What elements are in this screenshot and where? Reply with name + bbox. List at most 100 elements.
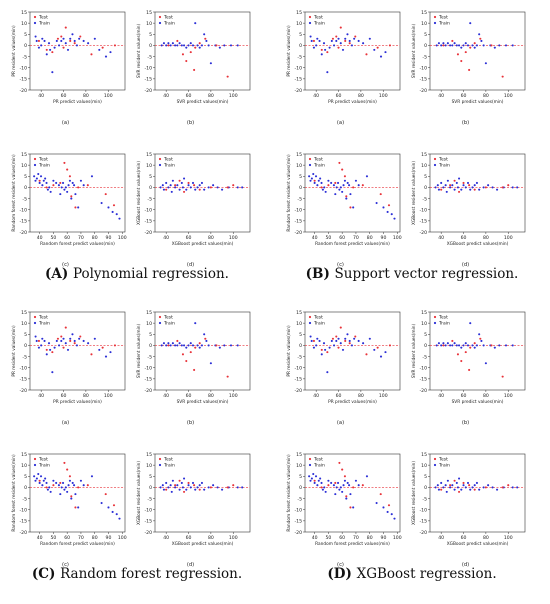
data-point-test: [348, 42, 351, 45]
data-point-train: [174, 344, 177, 347]
data-point-train: [196, 44, 199, 47]
x-axis-label: SVR predict values(min): [177, 399, 229, 405]
y-tick-label: 0: [299, 43, 302, 49]
data-point-train: [107, 206, 110, 209]
y-tick-label: -20: [19, 530, 27, 536]
data-point-train: [317, 179, 320, 182]
legend-label-train: Train: [163, 463, 175, 469]
data-point-test: [479, 37, 482, 40]
x-axis-label: PR predict values(min): [53, 99, 102, 105]
data-point-train: [344, 337, 347, 340]
x-tick-label: 100: [118, 535, 127, 541]
data-point-train: [375, 201, 378, 205]
data-point-train: [68, 479, 71, 482]
data-point-train: [189, 342, 192, 345]
data-point-train: [469, 22, 472, 25]
data-point-test: [361, 484, 364, 487]
data-point-train: [471, 44, 474, 47]
x-tick-label: 100: [229, 393, 238, 399]
data-point-train: [41, 337, 44, 340]
data-point-train: [78, 37, 81, 40]
data-point-train: [365, 175, 369, 178]
data-point-train: [440, 481, 443, 485]
data-point-train: [169, 484, 172, 487]
data-point-train: [382, 206, 385, 209]
data-point-train: [236, 186, 239, 189]
y-tick-label: -5: [22, 196, 27, 202]
y-axis-label: PR resident values(min): [286, 325, 292, 377]
y-tick-label: -5: [422, 496, 427, 502]
legend-marker-test: [33, 157, 37, 161]
data-point-train: [471, 186, 474, 189]
data-point-train: [176, 44, 179, 47]
data-point-train: [437, 488, 440, 491]
panel-letter-a: (a): [337, 420, 344, 426]
data-point-test: [326, 51, 329, 54]
data-point-train: [100, 501, 103, 505]
x-tick-label: 100: [504, 535, 513, 541]
data-point-test: [77, 186, 80, 189]
plot-frame: [429, 311, 526, 391]
data-point-train: [511, 486, 514, 489]
data-point-train: [34, 479, 37, 482]
data-point-test: [70, 495, 73, 498]
data-point-train: [111, 210, 114, 213]
data-point-train: [484, 62, 487, 65]
x-tick-label: 40: [438, 535, 444, 541]
legend-label-train: Train: [38, 21, 50, 27]
x-tick-label: 40: [163, 235, 169, 241]
x-tick-label: 80: [92, 235, 98, 241]
data-point-train: [342, 484, 345, 487]
data-point-train: [440, 181, 443, 185]
data-point-test: [165, 488, 168, 491]
legend-marker-train: [33, 463, 37, 467]
data-point-train: [357, 339, 360, 343]
data-point-train: [35, 39, 38, 43]
x-tick-label: 100: [393, 235, 402, 241]
data-point-train: [169, 344, 172, 347]
data-point-train: [191, 181, 195, 185]
x-tick-label: 80: [92, 535, 98, 541]
data-point-test: [86, 484, 89, 487]
plot-frame: [304, 453, 401, 533]
data-point-train: [460, 188, 463, 191]
data-point-train: [464, 486, 467, 489]
y-tick-label: -10: [294, 508, 302, 514]
caption-letter: (B): [306, 266, 335, 282]
data-point-train: [482, 44, 485, 47]
data-point-train: [491, 186, 494, 189]
caption-text: Polynomial regression.: [73, 266, 229, 282]
x-tick-label: 40: [163, 93, 169, 99]
data-point-test: [337, 346, 340, 349]
y-tick-label: 5: [299, 474, 302, 480]
data-point-train: [338, 488, 341, 491]
data-point-test: [442, 344, 445, 347]
data-point-train: [185, 488, 188, 491]
x-tick-label: 100: [229, 93, 238, 99]
data-point-train: [52, 179, 55, 182]
data-point-train: [341, 490, 344, 493]
data-point-test: [473, 342, 476, 345]
data-point-train: [162, 42, 165, 45]
data-point-train: [187, 484, 190, 487]
data-point-train: [167, 42, 170, 45]
data-point-train: [498, 44, 501, 47]
data-point-train: [176, 344, 179, 347]
data-point-train: [37, 473, 40, 476]
data-point-train: [169, 184, 172, 187]
data-point-train: [236, 344, 239, 347]
data-point-train: [189, 186, 192, 189]
data-point-test: [331, 37, 334, 40]
data-point-test: [344, 39, 347, 43]
y-tick-label: 10: [146, 463, 152, 469]
data-point-train: [47, 342, 51, 345]
data-point-train: [336, 481, 340, 485]
legend-marker-test: [158, 457, 162, 461]
data-point-train: [440, 344, 443, 347]
data-point-train: [484, 362, 487, 365]
y-tick-label: 5: [24, 174, 27, 180]
data-point-test: [361, 184, 364, 187]
data-point-train: [61, 181, 65, 185]
